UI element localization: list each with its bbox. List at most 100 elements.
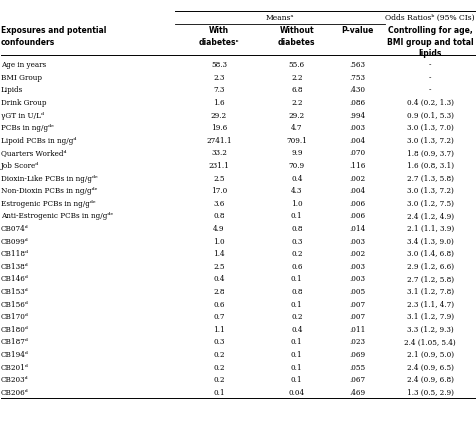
Text: .006: .006 <box>350 199 366 207</box>
Text: 3.3 (1.2, 9.3): 3.3 (1.2, 9.3) <box>407 325 454 333</box>
Text: .116: .116 <box>349 161 366 170</box>
Text: Anti-Estrogenic PCBs in ng/gᵈᵉ: Anti-Estrogenic PCBs in ng/gᵈᵉ <box>1 212 113 220</box>
Text: -: - <box>429 86 432 94</box>
Text: Exposures and potential
confounders: Exposures and potential confounders <box>1 26 106 46</box>
Text: Non-Dioxin PCBs in ng/gᵈᵉ: Non-Dioxin PCBs in ng/gᵈᵉ <box>1 187 97 195</box>
Text: CB146ᵈ: CB146ᵈ <box>1 275 29 283</box>
Text: 0.4 (0.2, 1.3): 0.4 (0.2, 1.3) <box>407 99 454 107</box>
Text: 2.3: 2.3 <box>213 74 225 82</box>
Text: 2.8: 2.8 <box>213 287 225 295</box>
Text: PCBs in ng/gᵈᵉ: PCBs in ng/gᵈᵉ <box>1 124 54 132</box>
Text: 0.3: 0.3 <box>213 337 225 345</box>
Text: .055: .055 <box>350 363 366 371</box>
Text: .003: .003 <box>350 262 366 270</box>
Text: 6.8: 6.8 <box>291 86 303 94</box>
Text: -: - <box>429 61 432 69</box>
Text: 2.4 (1.05, 5.4): 2.4 (1.05, 5.4) <box>405 337 456 345</box>
Text: CB187ᵈ: CB187ᵈ <box>1 337 29 345</box>
Text: 0.8: 0.8 <box>291 225 303 233</box>
Text: 1.3 (0.5, 2.9): 1.3 (0.5, 2.9) <box>407 388 454 396</box>
Text: 0.4: 0.4 <box>213 275 225 283</box>
Text: 33.2: 33.2 <box>211 149 227 157</box>
Text: 0.3: 0.3 <box>291 237 302 245</box>
Text: Age in years: Age in years <box>1 61 46 69</box>
Text: .086: .086 <box>350 99 366 107</box>
Text: .002: .002 <box>350 174 366 182</box>
Text: .004: .004 <box>350 187 366 195</box>
Text: 2.4 (1.2, 4.9): 2.4 (1.2, 4.9) <box>407 212 454 220</box>
Text: .006: .006 <box>350 212 366 220</box>
Text: 1.6: 1.6 <box>213 99 225 107</box>
Text: 3.0 (1.2, 7.5): 3.0 (1.2, 7.5) <box>407 199 454 207</box>
Text: P-value: P-value <box>341 26 374 35</box>
Text: Estrogenic PCBs in ng/gᵈᵉ: Estrogenic PCBs in ng/gᵈᵉ <box>1 199 96 207</box>
Text: .753: .753 <box>350 74 366 82</box>
Text: 0.1: 0.1 <box>291 363 303 371</box>
Text: 0.6: 0.6 <box>291 262 303 270</box>
Text: .002: .002 <box>350 250 366 258</box>
Text: 1.0: 1.0 <box>213 237 225 245</box>
Text: 3.0 (1.4, 6.8): 3.0 (1.4, 6.8) <box>407 250 454 258</box>
Text: 0.1: 0.1 <box>291 375 303 383</box>
Text: 3.0 (1.3, 7.2): 3.0 (1.3, 7.2) <box>407 136 454 144</box>
Text: 1.1: 1.1 <box>213 325 225 333</box>
Text: 0.9 (0.1, 5.3): 0.9 (0.1, 5.3) <box>407 111 454 119</box>
Text: 0.2: 0.2 <box>213 375 225 383</box>
Text: Quarters Workedᵈ: Quarters Workedᵈ <box>1 149 67 157</box>
Text: .070: .070 <box>350 149 366 157</box>
Text: 19.6: 19.6 <box>211 124 227 132</box>
Text: Job Scoreᵈ: Job Scoreᵈ <box>1 161 39 170</box>
Text: 0.1: 0.1 <box>291 275 303 283</box>
Text: .563: .563 <box>350 61 366 69</box>
Text: CB153ᵈ: CB153ᵈ <box>1 287 29 295</box>
Text: .067: .067 <box>350 375 366 383</box>
Text: 709.1: 709.1 <box>287 136 307 144</box>
Text: 58.3: 58.3 <box>211 61 227 69</box>
Text: .430: .430 <box>350 86 366 94</box>
Text: 0.1: 0.1 <box>213 388 225 396</box>
Text: 1.0: 1.0 <box>291 199 303 207</box>
Text: Dioxin-Like PCBs in ng/gᵈᵉ: Dioxin-Like PCBs in ng/gᵈᵉ <box>1 174 98 182</box>
Text: .005: .005 <box>350 287 366 295</box>
Text: 3.0 (1.3, 7.2): 3.0 (1.3, 7.2) <box>407 187 454 195</box>
Text: CB074ᵈ: CB074ᵈ <box>1 225 29 233</box>
Text: 17.0: 17.0 <box>211 187 227 195</box>
Text: 0.2: 0.2 <box>213 350 225 358</box>
Text: 4.9: 4.9 <box>213 225 225 233</box>
Text: CB206ᵈ: CB206ᵈ <box>1 388 29 396</box>
Text: 0.2: 0.2 <box>213 363 225 371</box>
Text: 2741.1: 2741.1 <box>206 136 232 144</box>
Text: CB138ᵈ: CB138ᵈ <box>1 262 29 270</box>
Text: 0.1: 0.1 <box>291 350 303 358</box>
Text: 3.1 (1.2, 7.9): 3.1 (1.2, 7.9) <box>407 312 454 320</box>
Text: CB156ᵈ: CB156ᵈ <box>1 300 29 308</box>
Text: CB203ᵈ: CB203ᵈ <box>1 375 29 383</box>
Text: 3.6: 3.6 <box>213 199 225 207</box>
Text: .994: .994 <box>350 111 366 119</box>
Text: Lipoid PCBs in ng/gᵈ: Lipoid PCBs in ng/gᵈ <box>1 136 76 144</box>
Text: .004: .004 <box>350 136 366 144</box>
Text: .007: .007 <box>350 300 366 308</box>
Text: Controlling for age,
BMI group and total
lipids: Controlling for age, BMI group and total… <box>387 26 474 58</box>
Text: 2.3 (1.1, 4.7): 2.3 (1.1, 4.7) <box>407 300 454 308</box>
Text: 70.9: 70.9 <box>289 161 305 170</box>
Text: 1.8 (0.9, 3.7): 1.8 (0.9, 3.7) <box>407 149 454 157</box>
Text: .003: .003 <box>350 237 366 245</box>
Text: 2.5: 2.5 <box>213 174 225 182</box>
Text: CB180ᵈ: CB180ᵈ <box>1 325 29 333</box>
Text: .069: .069 <box>350 350 366 358</box>
Text: CB170ᵈ: CB170ᵈ <box>1 312 29 320</box>
Text: γGT in U/Lᵈ: γGT in U/Lᵈ <box>1 111 44 119</box>
Text: With
diabetesᶜ: With diabetesᶜ <box>198 26 239 46</box>
Text: .003: .003 <box>350 275 366 283</box>
Text: Without
diabetes: Without diabetes <box>278 26 316 46</box>
Text: 29.2: 29.2 <box>289 111 305 119</box>
Text: 1.6 (0.8, 3.1): 1.6 (0.8, 3.1) <box>407 161 454 170</box>
Text: .007: .007 <box>350 312 366 320</box>
Text: Drink Group: Drink Group <box>1 99 47 107</box>
Text: .003: .003 <box>350 124 366 132</box>
Text: 0.2: 0.2 <box>291 312 303 320</box>
Text: CB194ᵈ: CB194ᵈ <box>1 350 29 358</box>
Text: CB201ᵈ: CB201ᵈ <box>1 363 29 371</box>
Text: 0.04: 0.04 <box>289 388 305 396</box>
